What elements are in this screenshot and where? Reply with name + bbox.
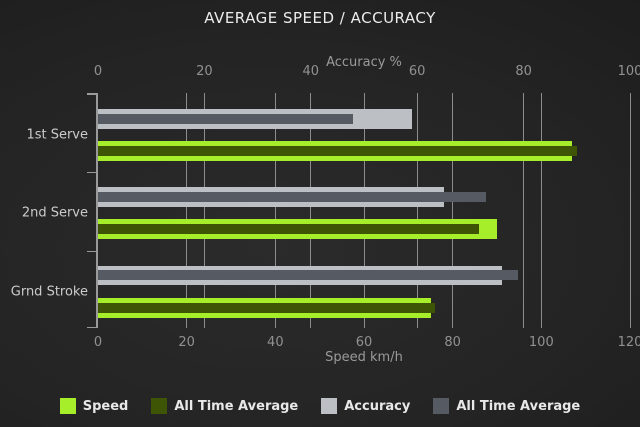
y-axis-tick [87, 250, 98, 252]
bar-accuracy-average [98, 270, 519, 281]
tick-label-accuracy: 20 [196, 64, 213, 79]
y-axis-line [96, 93, 98, 328]
tick-label-speed: 100 [528, 335, 554, 350]
gridline-accuracy [416, 93, 418, 328]
legend-item: All Time Average [151, 398, 298, 414]
tick-label-speed: 20 [178, 335, 195, 350]
tick-label-accuracy: 100 [617, 64, 640, 79]
tick-label-accuracy: 80 [515, 64, 532, 79]
bar-speed-average [98, 224, 480, 234]
gridline-speed [452, 93, 454, 328]
legend-item: Speed [59, 398, 129, 414]
legend-swatch [433, 398, 450, 414]
tick-label-speed: 120 [617, 335, 640, 350]
gridline-speed [186, 93, 188, 328]
legend-label: All Time Average [174, 398, 299, 414]
legend-item: Accuracy [321, 398, 410, 414]
category-label: 2nd Serve [21, 205, 88, 221]
y-axis-tick [87, 326, 98, 328]
legend-swatch [151, 398, 168, 414]
tick-label-speed: 80 [444, 335, 461, 350]
legend-label: Speed [82, 398, 129, 414]
legend-swatch [321, 398, 338, 414]
y-axis-tick [87, 93, 98, 95]
gridline-speed [540, 93, 542, 328]
bottom-axis-title: Speed km/h [325, 350, 403, 365]
bar-speed-average [98, 146, 577, 156]
tick-label-accuracy: 40 [302, 64, 320, 79]
category-label: Grnd Stroke [10, 284, 88, 299]
legend-label: All Time Average [456, 398, 581, 414]
gridline-accuracy [310, 93, 312, 328]
gridline-accuracy [523, 93, 525, 328]
legend-item: All Time Average [433, 398, 580, 414]
tick-label-accuracy: 0 [93, 64, 103, 79]
gridline-speed [274, 93, 276, 328]
category-label: 1st Serve [26, 127, 88, 143]
y-axis-tick [87, 171, 98, 173]
bar-accuracy-average [98, 113, 354, 124]
gridline-accuracy [203, 93, 205, 328]
chart-title: AVERAGE SPEED / ACCURACY [204, 9, 436, 27]
tick-label-accuracy: 60 [408, 64, 426, 79]
legend-swatch [59, 398, 76, 414]
legend: Speed All Time Average Accuracy All Time Av… [0, 398, 640, 414]
bar-speed-average [98, 302, 435, 313]
tick-label-speed: 60 [355, 335, 373, 350]
top-axis-title: Accuracy % [326, 55, 402, 70]
tick-label-speed: 40 [267, 335, 284, 350]
gridline-speed [629, 93, 631, 328]
bar-accuracy-average [98, 191, 487, 202]
tick-label-speed: 0 [93, 335, 103, 350]
legend-label: Accuracy [344, 398, 411, 414]
gridline-speed [363, 93, 365, 328]
